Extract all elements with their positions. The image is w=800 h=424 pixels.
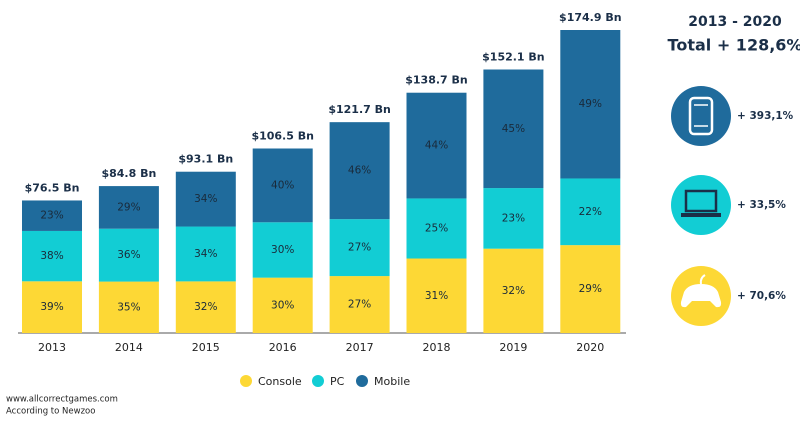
segment-label: 29% — [579, 283, 602, 295]
total-label: $84.8 Bn — [101, 167, 156, 180]
segment-label: 25% — [425, 222, 448, 234]
x-tick-label: 2019 — [499, 341, 527, 354]
bar-segment — [98, 281, 159, 333]
bar-segment — [406, 92, 467, 199]
bar-segment — [560, 30, 621, 179]
segment-label: 29% — [117, 201, 140, 213]
total-label: $138.7 Bn — [405, 74, 468, 87]
segment-label: 23% — [40, 210, 63, 222]
segment-label: 49% — [579, 98, 602, 110]
x-tick-label: 2013 — [38, 341, 66, 354]
bar-segment — [483, 69, 544, 189]
bar-segment — [483, 188, 544, 249]
legend-label: PC — [330, 375, 345, 388]
bar-segment — [560, 178, 621, 246]
total-label: $93.1 Bn — [178, 153, 233, 166]
x-tick-label: 2015 — [192, 341, 220, 354]
segment-label: 31% — [425, 290, 448, 302]
segment-label: 30% — [271, 244, 294, 256]
total-label: $152.1 Bn — [482, 50, 545, 63]
bar-segment — [252, 148, 313, 223]
legend-label: Mobile — [374, 375, 410, 388]
bar-segment — [252, 277, 313, 333]
segment-label: 38% — [40, 250, 63, 262]
segment-label: 27% — [348, 242, 371, 254]
segment-label: 27% — [348, 299, 371, 311]
segment-label: 30% — [271, 299, 294, 311]
legend-label: Console — [258, 375, 302, 388]
bar-segment — [175, 226, 236, 282]
x-tick-label: 2020 — [576, 341, 604, 354]
total-label: $121.7 Bn — [328, 103, 391, 116]
segment-label: 34% — [194, 193, 217, 205]
segment-label: 35% — [117, 301, 140, 313]
total-label: $174.9 Bn — [559, 11, 622, 24]
segment-label: 32% — [502, 285, 525, 297]
bar-segment — [22, 281, 82, 333]
bar-segment — [560, 245, 621, 333]
summary-subtitle: Total + 128,6% — [668, 36, 800, 55]
segment-label: 32% — [194, 301, 217, 313]
legend-swatch — [240, 375, 252, 387]
summary-item: + 33,5% — [737, 199, 786, 211]
bar-segment — [329, 219, 390, 277]
legend-swatch — [356, 375, 368, 387]
bar-segment — [98, 228, 159, 282]
bar-segment — [483, 248, 544, 333]
bar-segment — [252, 222, 313, 278]
x-tick-label: 2014 — [115, 341, 143, 354]
segment-label: 46% — [348, 165, 371, 177]
segment-label: 22% — [579, 206, 602, 218]
bar-segment — [22, 200, 82, 231]
footer-note: According to Newzoo — [6, 407, 95, 417]
bar-segment — [175, 171, 236, 227]
bar-segment — [329, 276, 390, 333]
summary-title: 2013 - 2020 — [688, 14, 782, 30]
summary-item: + 393,1% — [737, 110, 794, 122]
x-tick-label: 2017 — [346, 341, 374, 354]
segment-label: 34% — [194, 248, 217, 260]
segment-label: 44% — [425, 140, 448, 152]
footer-source: www.allcorrectgames.com — [6, 395, 118, 405]
pc-icon — [671, 175, 731, 235]
segment-label: 39% — [40, 301, 63, 313]
bar-segment — [406, 258, 467, 333]
x-tick-label: 2018 — [423, 341, 451, 354]
segment-label: 36% — [117, 249, 140, 261]
segment-label: 23% — [502, 212, 525, 224]
bar-segment — [98, 186, 159, 229]
bar-segment — [329, 122, 390, 220]
mobile-icon — [671, 86, 731, 146]
bar-segment — [175, 281, 236, 333]
x-tick-label: 2016 — [269, 341, 297, 354]
console-icon — [671, 266, 731, 326]
summary-item: + 70,6% — [737, 290, 786, 302]
bar-segment — [22, 230, 82, 282]
total-label: $106.5 Bn — [251, 129, 314, 142]
bar-segment — [406, 198, 467, 259]
segment-label: 45% — [502, 123, 525, 135]
legend-swatch — [312, 375, 324, 387]
segment-label: 40% — [271, 179, 294, 191]
total-label: $76.5 Bn — [25, 181, 80, 194]
